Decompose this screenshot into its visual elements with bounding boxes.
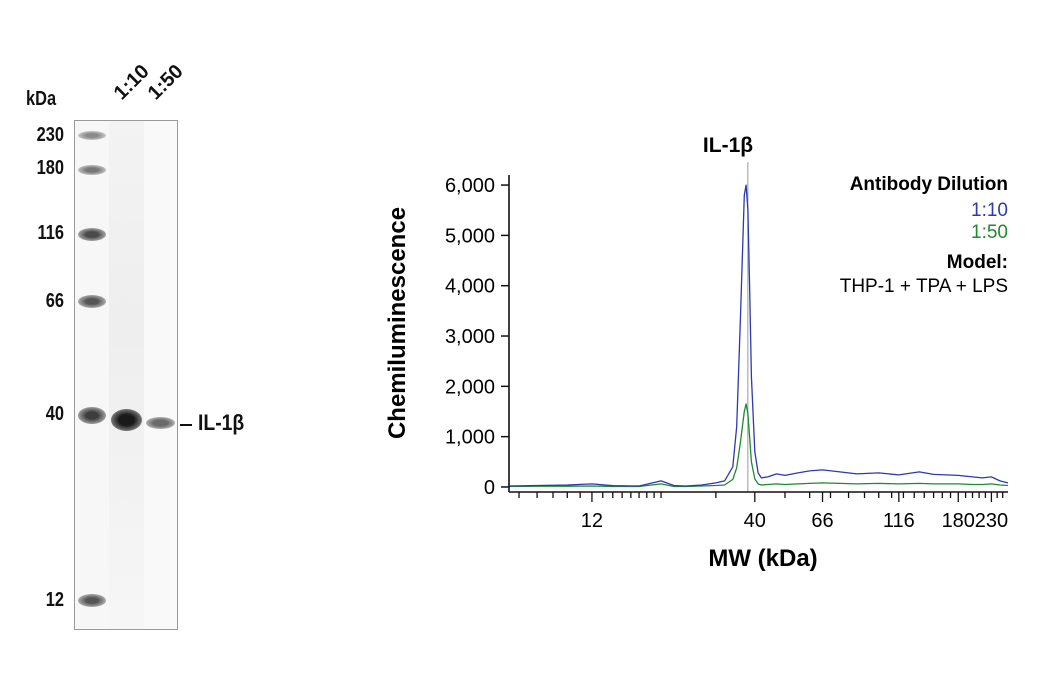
y-tick-label: 5,000 (445, 225, 495, 247)
x-tick-label: 180 (942, 510, 975, 532)
mw-marker-40: 40 (45, 403, 64, 425)
mw-marker-116: 116 (37, 222, 64, 244)
y-tick-label: 4,000 (445, 276, 495, 298)
ladder-band-180 (78, 165, 106, 175)
x-axis-label: MW (kDa) (708, 545, 817, 572)
y-ticks: 0 1,000 2,000 3,000 4,000 5,000 6,000 (445, 175, 509, 499)
ladder-band-116 (78, 228, 106, 241)
x-tick-label: 40 (744, 510, 766, 532)
x-tick-label: 116 (883, 510, 915, 532)
series-layer (508, 184, 1009, 488)
x-ticks: 12 40 66 116 180 230 (518, 492, 1008, 532)
model-value: THP-1 + TPA + LPS (840, 276, 1008, 297)
series-line-1-10 (508, 184, 1009, 487)
y-tick-label: 3,000 (445, 326, 495, 348)
ladder-band-66 (78, 295, 106, 308)
series-line-1-50 (508, 403, 1009, 488)
ladder-band-230 (78, 131, 106, 140)
x-tick-label: 12 (581, 510, 603, 532)
blot-unit-label: kDa (26, 88, 57, 110)
mw-marker-66: 66 (45, 290, 64, 312)
y-tick-label: 6,000 (445, 175, 495, 197)
target-pointer (180, 424, 192, 426)
legend-entry-2: 1:50 (971, 222, 1008, 243)
y-tick-label: 1,000 (445, 427, 495, 449)
y-tick-label: 0 (484, 477, 495, 499)
il1b-band-lane-1 (111, 409, 142, 431)
x-tick-label: 230 (975, 510, 1008, 532)
mw-marker-230: 230 (36, 124, 64, 146)
mw-marker-180: 180 (36, 157, 64, 179)
ladder-band-40 (78, 407, 106, 424)
ladder-lane (75, 121, 109, 629)
legend-entry-1: 1:10 (971, 200, 1008, 221)
blot-image (74, 120, 178, 630)
legend-title: Antibody Dilution (850, 174, 1008, 195)
x-tick-label: 66 (811, 510, 833, 532)
mw-marker-12: 12 (45, 589, 64, 611)
y-axis-label: Chemiluminescence (384, 207, 411, 439)
sample-lane-1 (109, 121, 144, 629)
ladder-band-12 (78, 594, 106, 607)
y-tick-label: 2,000 (445, 376, 495, 398)
chart-title: IL-1β (703, 134, 753, 157)
sample-lane-2 (144, 121, 177, 629)
il1b-band-lane-2 (146, 417, 175, 429)
model-title: Model: (947, 252, 1008, 273)
blot-target-label: IL-1β (198, 410, 245, 435)
